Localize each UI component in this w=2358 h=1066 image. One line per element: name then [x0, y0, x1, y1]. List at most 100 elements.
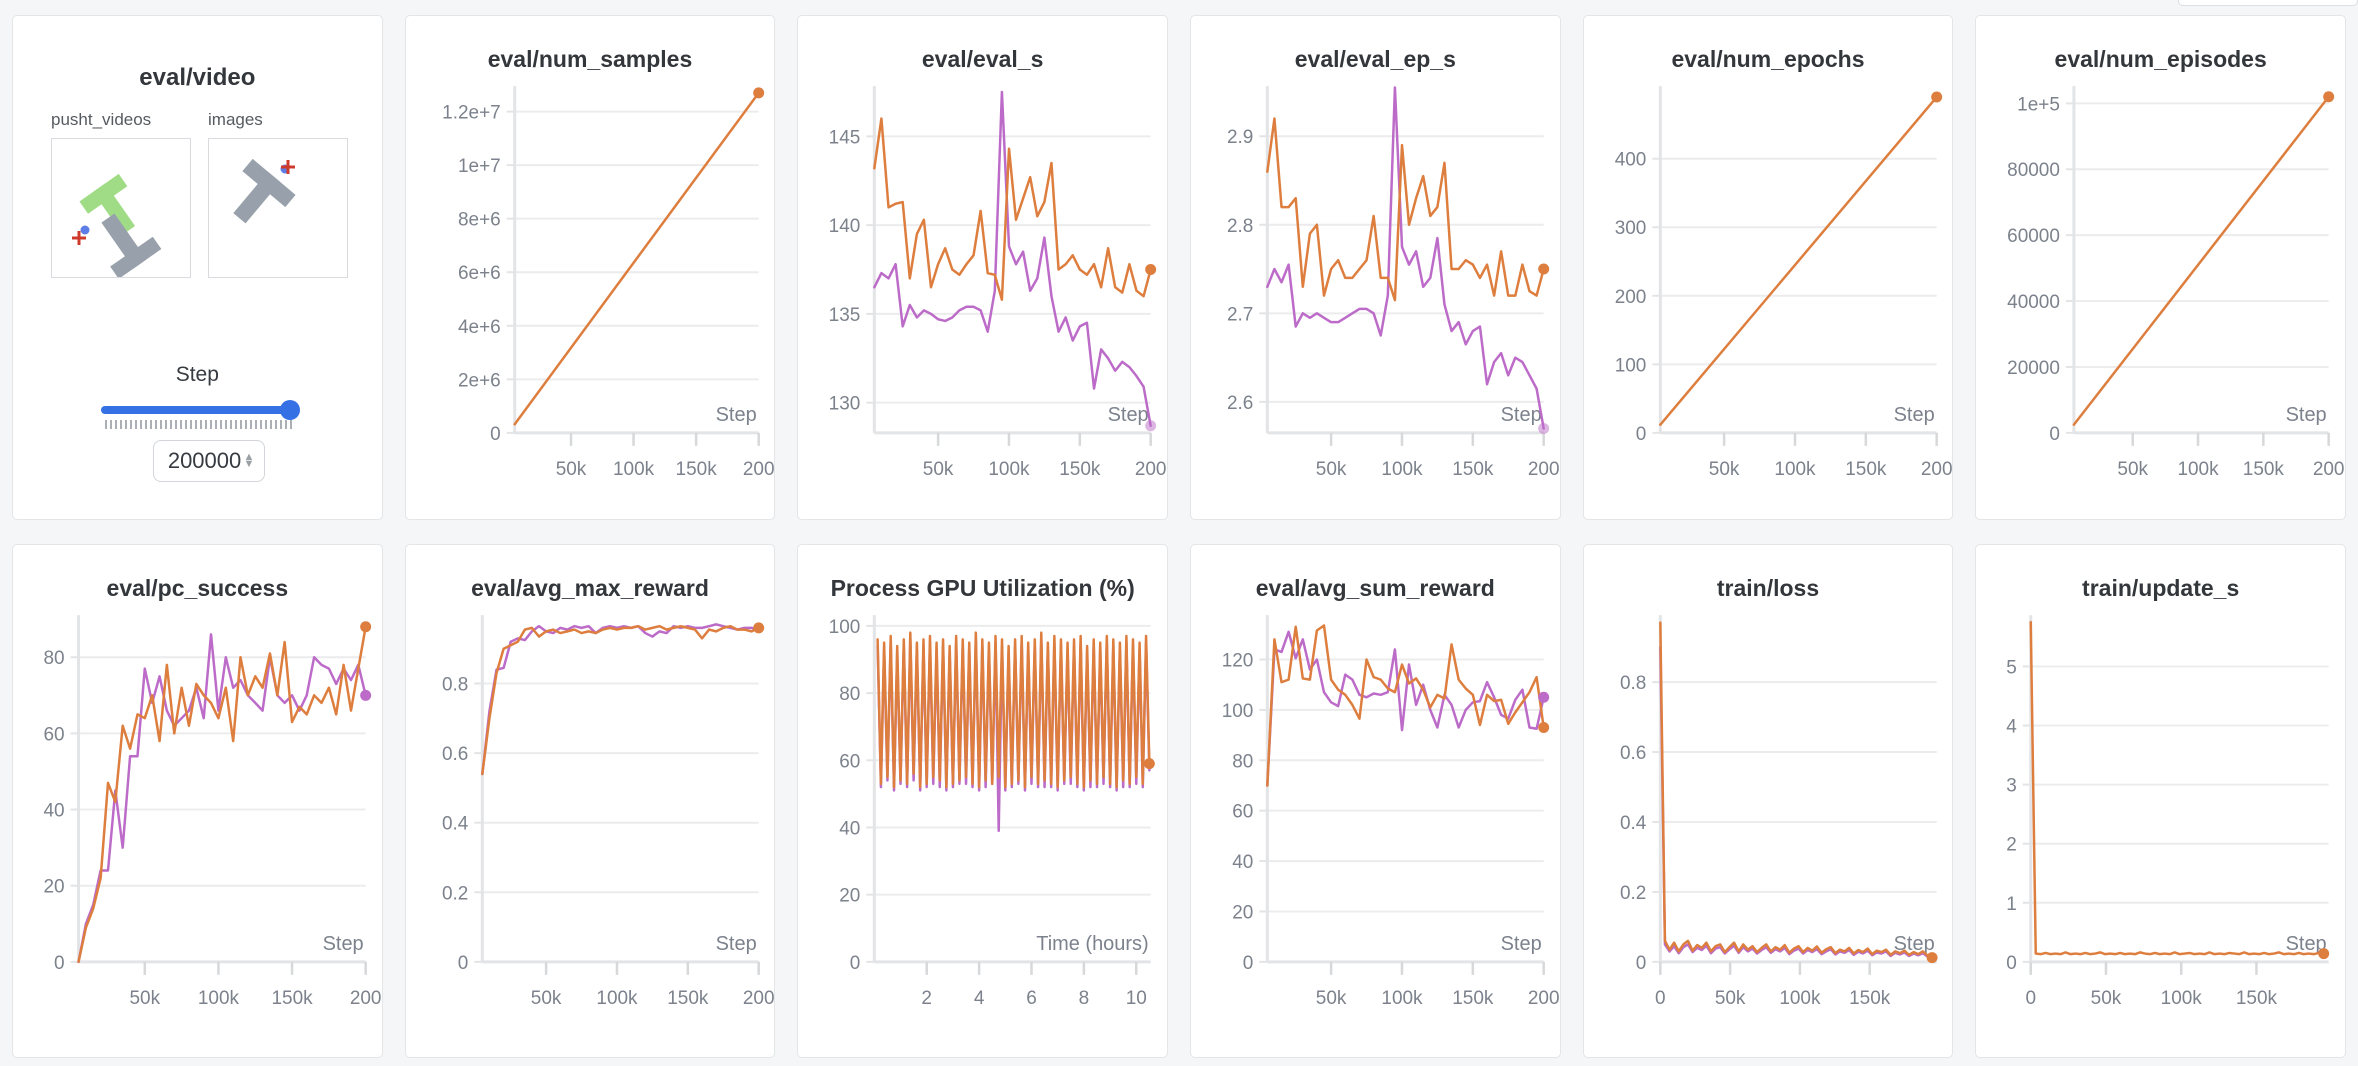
x-tick-label: 50k	[1316, 459, 1347, 480]
chart-plot[interactable]: 0 20 40 60 80 100 2 4 6 8 10 Time (hours)	[798, 606, 1167, 1024]
y-tick-label: 0	[1243, 953, 1254, 974]
series-line-orange	[1266, 624, 1545, 787]
x-tick-label: 0	[1655, 988, 1666, 1009]
chart-plot[interactable]: 130 135 140 145 50k 100k 150k 200 Step	[798, 77, 1167, 495]
y-tick-label: 20000	[2007, 358, 2060, 379]
series-endpoint-dot-orange	[752, 622, 764, 634]
step-input[interactable]	[163, 447, 246, 475]
y-tick-label: 1	[2007, 894, 2018, 915]
spinner-down-icon[interactable]: ▼	[243, 458, 255, 470]
series-line-orange	[1658, 95, 1938, 426]
x-tick-label: 100k	[198, 988, 240, 1009]
block-t-shape	[101, 213, 162, 279]
chart-panel-eval-num-samples: eval/num_samples 0 2e+6 4e+6 6e+6 8e+6 1e+7 1.2…	[404, 15, 776, 520]
y-tick-label: 140	[829, 216, 861, 237]
y-tick-label: 0.8	[442, 675, 468, 696]
step-slider[interactable]	[101, 400, 300, 420]
thumb-label-pusht-videos: pusht_videos	[51, 110, 152, 129]
panel-title: eval/video	[139, 64, 256, 91]
y-tick-label: 60	[43, 724, 64, 745]
y-tick-label: 60000	[2007, 226, 2060, 247]
x-tick-label: 50k	[130, 988, 161, 1009]
series-endpoint-dot-orange	[1930, 91, 1942, 103]
y-tick-label: 60	[1232, 802, 1253, 823]
slider-tick-marks	[105, 420, 295, 429]
y-tick-label: 0	[2050, 424, 2061, 445]
y-tick-label: 0.4	[1620, 813, 1646, 834]
chart-plot[interactable]: 0 20000 40000 60000 80000 1e+5 50k 100k 150k 200 S…	[1976, 77, 2345, 495]
x-tick-label: 100k	[1381, 459, 1423, 480]
x-tick-label: 100k	[1381, 988, 1423, 1009]
y-tick-label: 2.6	[1227, 393, 1253, 414]
series-line-orange	[2072, 95, 2331, 426]
x-tick-label: 100k	[613, 459, 655, 480]
chart-panel-train-loss: train/loss 0 0.2 0.4 0.6 0.8 0 50k 100k 150k Step	[1582, 544, 1954, 1058]
x-axis-label: Step	[1893, 933, 1934, 955]
series-line-orange	[1658, 621, 1933, 959]
x-tick-label: 200	[350, 988, 382, 1009]
x-tick-label: 10	[1126, 988, 1147, 1009]
x-tick-label: 8	[1079, 988, 1090, 1009]
images-thumbnail[interactable]	[208, 138, 348, 278]
x-tick-label: 100k	[989, 459, 1031, 480]
eval-video-panel: eval/video pusht_videos images	[12, 15, 383, 520]
chart-plot[interactable]: 0 20 40 60 80 50k 100k 150k 200 Step	[13, 606, 382, 1024]
chart-plot[interactable]: 0 0.2 0.4 0.6 0.8 50k 100k 150k 200 Step	[406, 606, 775, 1024]
chart-plot[interactable]: 0 20 40 60 80 100 120 50k 100k 150k 200 Step	[1191, 606, 1560, 1024]
chart-plot[interactable]: 0 100 200 300 400 50k 100k 150k 200 Step	[1584, 77, 1953, 495]
y-tick-label: 145	[829, 127, 861, 148]
y-tick-label: 2.9	[1227, 127, 1253, 148]
y-tick-label: 40000	[2007, 292, 2060, 313]
y-tick-label: 200	[1614, 287, 1646, 308]
x-tick-label: 150k	[1060, 459, 1102, 480]
chart-title: eval/num_samples	[487, 46, 693, 72]
spinner-up-icon[interactable]: ▲	[243, 451, 255, 463]
pusht-video-thumbnail[interactable]	[51, 138, 191, 279]
target-cross	[281, 160, 295, 174]
agent-dot	[80, 225, 90, 235]
series-endpoint-dot-orange	[1145, 264, 1157, 276]
series-endpoint-dot-orange	[1538, 263, 1550, 275]
y-tick-label: 300	[1614, 218, 1646, 239]
chart-plot[interactable]: 2.6 2.7 2.8 2.9 50k 100k 150k 200 Step	[1191, 77, 1560, 495]
series-line-orange	[873, 117, 1153, 301]
y-tick-label: 4	[2007, 717, 2018, 738]
y-tick-label: 120	[1222, 650, 1254, 671]
x-axis-label: Step	[323, 933, 364, 955]
y-tick-label: 0.2	[442, 883, 468, 904]
series-line-purple	[480, 623, 760, 776]
series-line-orange	[77, 625, 367, 964]
y-tick-label: 1e+5	[2018, 94, 2061, 115]
series-line-orange	[2029, 620, 2326, 956]
x-tick-label: 200	[2313, 459, 2345, 480]
chart-plot[interactable]: 0 2e+6 4e+6 6e+6 8e+6 1e+7 1.2e+7 50k 100k 150k 20…	[406, 77, 775, 495]
chart-plot[interactable]: 0 0.2 0.4 0.6 0.8 0 50k 100k 150k Step	[1584, 606, 1953, 1024]
step-slider-thumb[interactable]	[280, 400, 300, 420]
y-tick-label: 0	[490, 424, 501, 445]
y-tick-label: 0	[1635, 953, 1646, 974]
y-tick-label: 0	[457, 953, 468, 974]
y-tick-label: 0.4	[442, 814, 468, 835]
x-tick-label: 150k	[667, 988, 709, 1009]
x-tick-label: 100k	[1779, 988, 1821, 1009]
step-input-box: ▲ ▼	[153, 440, 265, 482]
chart-title: Process GPU Utilization (%)	[830, 575, 1135, 601]
x-tick-label: 4	[974, 988, 985, 1009]
y-tick-label: 100	[1614, 355, 1646, 376]
x-axis-label: Step	[1501, 933, 1542, 955]
chart-title: train/update_s	[2082, 575, 2240, 601]
chart-plot[interactable]: 0 1 2 3 4 5 0 50k 100k 150k Step	[1976, 606, 2345, 1024]
chart-panel-eval-num-epochs: eval/num_epochs 0 100 200 300 400 50k 100k 150k 2…	[1582, 15, 1954, 520]
chart-panel-eval-eval-s: eval/eval_s 130 135 140 145 50k 100k 150k 200 Ste…	[797, 15, 1168, 520]
x-axis-label: Step	[2286, 933, 2327, 955]
y-tick-label: 100	[829, 617, 861, 638]
y-tick-label: 3	[2007, 776, 2018, 797]
y-tick-label: 400	[1614, 150, 1646, 171]
series-endpoint-dot-orange	[1926, 952, 1938, 964]
y-tick-label: 2	[2007, 835, 2018, 856]
chart-title: train/loss	[1716, 575, 1820, 601]
y-tick-label: 2e+6	[458, 370, 501, 391]
chart-title: eval/avg_sum_reward	[1255, 575, 1495, 601]
series-line-purple	[873, 90, 1153, 428]
